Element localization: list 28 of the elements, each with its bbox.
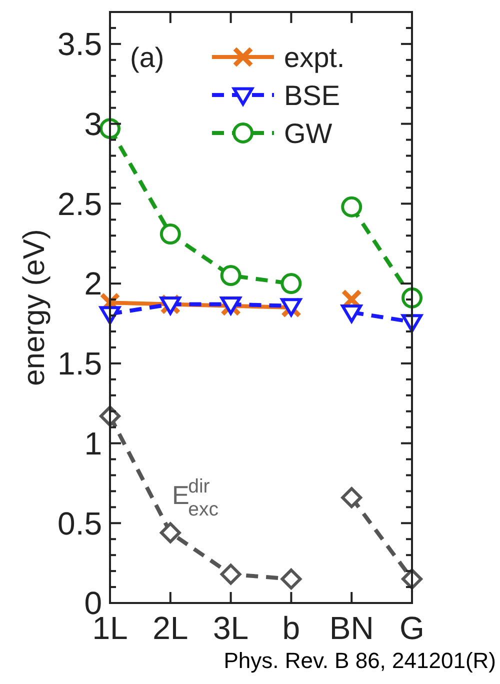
point (341, 304, 362, 323)
point (280, 273, 302, 294)
point (341, 196, 362, 218)
point (220, 564, 242, 585)
point (160, 522, 181, 544)
y-tick-label: 1.5 (58, 346, 102, 382)
point (341, 487, 362, 508)
x-tick-label: 2L (152, 610, 188, 646)
legend-label: GW (284, 118, 333, 149)
x-tick-label: 3L (213, 610, 249, 646)
point (220, 265, 242, 286)
legend-label: expt. (284, 42, 345, 73)
y-tick-label: 2.5 (58, 186, 102, 222)
x-tick-label: G (400, 610, 424, 646)
point (402, 287, 422, 308)
point (280, 568, 302, 590)
y-tick-label: 1 (84, 425, 102, 462)
annotation: (a) (130, 42, 164, 73)
y-tick-label: 0.5 (58, 505, 102, 542)
text: Phys. Rev. B 86, 241201(R) (224, 648, 496, 673)
x-tick-label: BN (329, 610, 374, 646)
x-tick-label: b (282, 610, 300, 646)
y-axis-title: energy (eV) (18, 229, 51, 386)
legend-label: BSE (284, 80, 340, 111)
y-tick-label: 2 (84, 266, 102, 302)
point (160, 224, 181, 245)
y-tick-label: 3.5 (58, 26, 102, 62)
y-tick-label: 3 (84, 106, 102, 142)
